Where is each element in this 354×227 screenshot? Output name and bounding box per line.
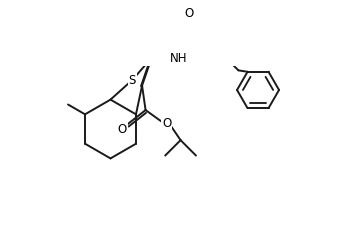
Text: O: O (185, 7, 194, 20)
Text: O: O (162, 117, 171, 130)
Text: O: O (118, 123, 127, 136)
Text: NH: NH (170, 52, 187, 65)
Text: S: S (129, 74, 136, 87)
